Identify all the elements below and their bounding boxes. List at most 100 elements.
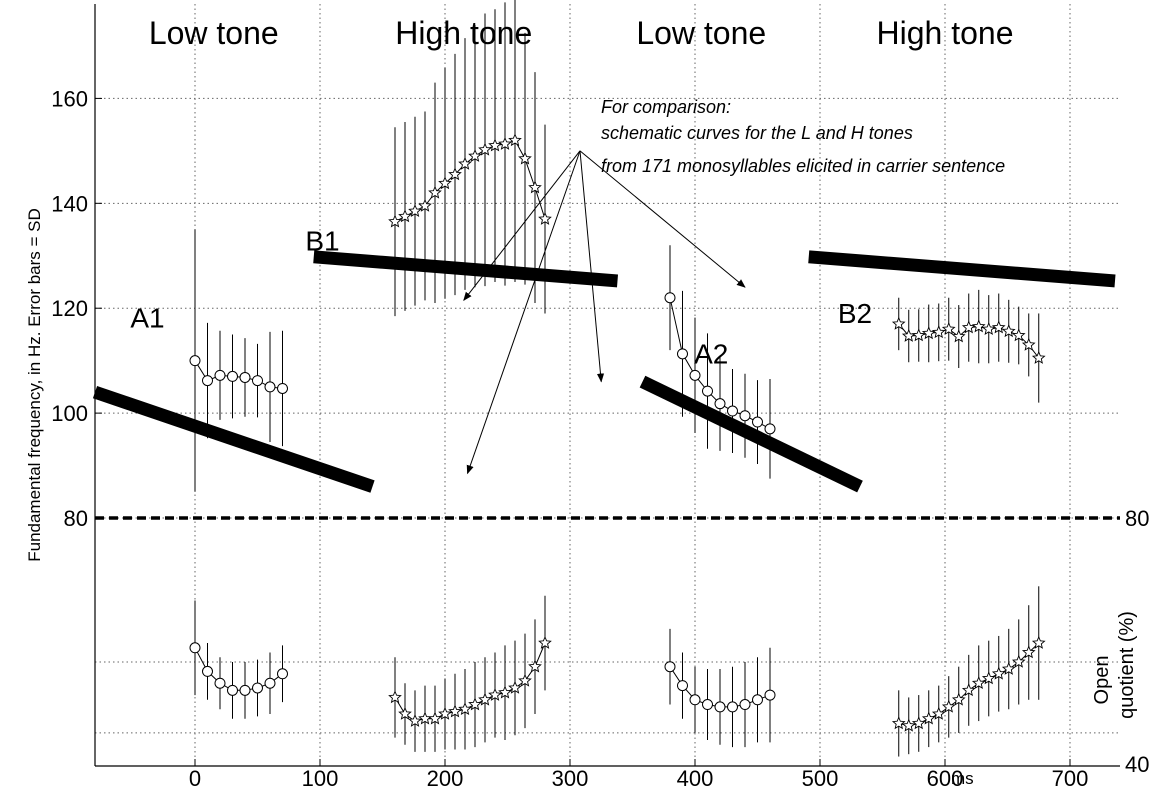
tone-label: Low tone [636, 15, 766, 51]
annotation-arrow [463, 150, 581, 302]
data-point-star [941, 699, 956, 713]
data-series: A1 B1 A2 B2 [130, 0, 1046, 757]
y-tick-label: 120 [51, 296, 88, 321]
data-point-circle [664, 661, 676, 673]
data-point-star [1011, 654, 1026, 668]
data-point-star [991, 666, 1006, 680]
data-point-circle [752, 694, 763, 706]
data-point-circle [202, 375, 213, 387]
data-point-star [538, 211, 552, 225]
data-point-star [891, 316, 906, 330]
reference-bar [313, 250, 619, 288]
x-tick-label: 600 [927, 766, 964, 791]
x-tick-label: 400 [677, 766, 714, 791]
left-axis-label: Fundamental frequency, in Hz. Error bars… [25, 208, 44, 562]
y-tick-label: 80 [64, 506, 88, 531]
annotation-line-1: For comparison: [601, 97, 731, 117]
data-point-star [408, 204, 422, 217]
data-point-star [428, 185, 442, 199]
f0-series: A1 [130, 229, 288, 492]
data-point-circle [677, 680, 688, 692]
f0-series: B2 [838, 289, 1046, 403]
data-point-circle [239, 684, 251, 696]
data-point-circle [252, 682, 263, 694]
data-point-star [508, 133, 522, 147]
data-point-circle [277, 382, 288, 394]
data-point-circle [239, 371, 251, 383]
data-point-star [458, 702, 472, 716]
data-point-circle [727, 405, 738, 417]
data-point-star [1021, 337, 1036, 351]
annotation-line-2: schematic curves for the L and H tones [601, 123, 913, 143]
data-point-star [961, 320, 976, 334]
data-point-circle [664, 292, 676, 304]
data-point-circle [714, 701, 726, 713]
series-label: B1 [305, 226, 339, 257]
series-label: B2 [838, 298, 872, 329]
data-point-star [981, 671, 996, 685]
data-point-circle [189, 642, 201, 654]
series-label: A2 [694, 338, 728, 369]
series-line [394, 139, 546, 223]
data-point-star [418, 198, 432, 212]
data-point-circle [252, 375, 263, 387]
data-point-circle [727, 701, 738, 713]
y-tick-label: 160 [51, 86, 88, 111]
data-point-star [1011, 328, 1026, 342]
data-point-star [488, 687, 502, 701]
data-point-circle [764, 423, 776, 435]
data-point-star [478, 142, 492, 156]
data-point-star [438, 176, 452, 190]
tone-label: Low tone [149, 15, 279, 51]
data-point-circle [189, 355, 201, 367]
data-point-star [1001, 324, 1016, 338]
x-unit-label: ms [951, 769, 974, 788]
data-point-circle [227, 370, 238, 382]
annotation-arrow [579, 150, 605, 383]
reference-bar [92, 385, 375, 493]
data-point-star [891, 716, 906, 730]
grid [95, 4, 1120, 766]
data-point-star [951, 692, 966, 706]
data-point-circle [752, 416, 763, 428]
y-tick-label: 100 [51, 401, 88, 426]
data-point-circle [214, 369, 226, 381]
data-point-circle [264, 677, 276, 689]
data-point-circle [277, 668, 288, 680]
reference-bar [639, 375, 863, 493]
data-point-star [528, 180, 542, 194]
data-point-star [498, 685, 512, 699]
data-point-star [498, 136, 512, 150]
f0-series: B1 [305, 0, 552, 317]
x-tick-label: 300 [552, 766, 589, 791]
x-tick-label: 700 [1052, 766, 1089, 791]
data-point-star [468, 148, 482, 162]
x-tick-label: 0 [189, 766, 201, 791]
data-point-star [921, 326, 936, 340]
data-point-star [468, 697, 482, 711]
data-point-star [448, 167, 462, 181]
annotation-arrows [463, 150, 746, 475]
annotation-arrow [466, 150, 581, 475]
data-point-star [911, 716, 926, 730]
data-point-circle [202, 665, 213, 677]
data-point-star [971, 319, 986, 333]
right-tick-label: 80 [1125, 506, 1149, 531]
data-point-star [398, 706, 412, 720]
chart-texts: Fundamental frequency, in Hz. Error bars… [25, 15, 1138, 788]
data-point-circle [677, 348, 688, 360]
x-tick-label: 500 [802, 766, 839, 791]
annotation-line-3: from 171 monosyllables elicited in carri… [601, 156, 1005, 176]
right-axis-label-line2: quotient (%) [1116, 611, 1138, 719]
data-point-star [398, 209, 412, 223]
data-point-star [408, 713, 422, 727]
data-point-star [931, 325, 946, 339]
right-tick-label: 40 [1125, 752, 1149, 777]
series-label: A1 [130, 303, 164, 334]
data-point-circle [702, 699, 713, 711]
data-point-circle [214, 677, 226, 689]
x-tick-label: 100 [302, 766, 339, 791]
data-point-circle [739, 699, 751, 711]
data-point-star [538, 635, 552, 649]
